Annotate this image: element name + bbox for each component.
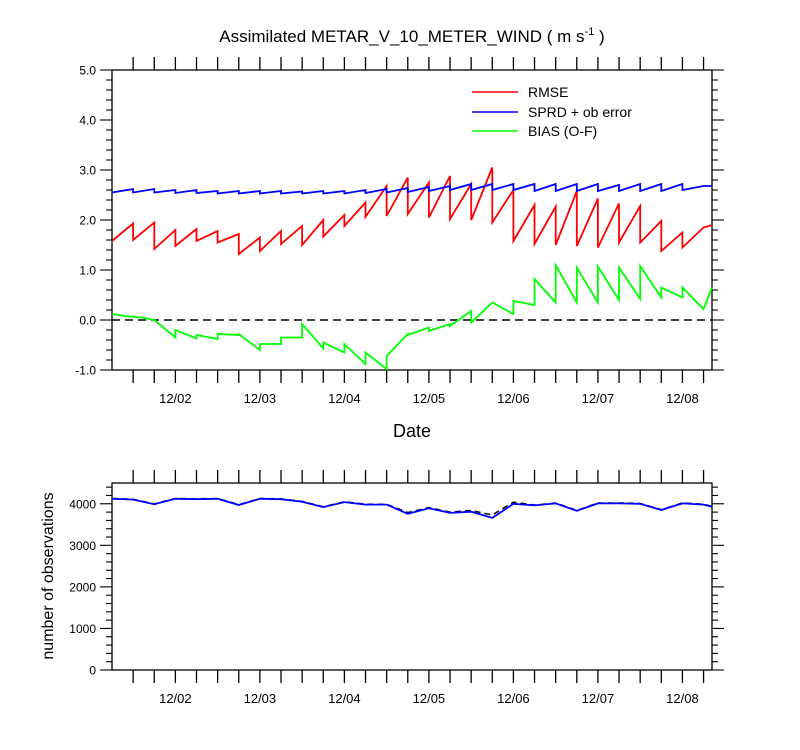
legend-label-sprd: SPRD + ob error	[528, 104, 632, 120]
chart-legend: RMSE SPRD + ob error BIAS (O-F)	[472, 84, 632, 139]
bottom-ytick-label: 2000	[69, 580, 96, 594]
top-xtick-label: 12/05	[413, 391, 446, 406]
bottom-xtick-label: 12/08	[666, 691, 699, 706]
chart-title: Assimilated METAR_V_10_METER_WIND ( m s-…	[219, 26, 604, 46]
top-ytick-label: -1.0	[75, 364, 96, 378]
top-ytick-label: 3.0	[79, 164, 96, 178]
top-series-bias-o-f	[111, 261, 713, 371]
bottom-series-observations-assimilated	[111, 497, 713, 519]
bottom-xtick-label: 12/06	[497, 691, 530, 706]
bottom-xtick-label: 12/02	[159, 691, 192, 706]
top-plot-area: -1.0 0.0 1.0 2.0 3.0 4.0 5.0 12/02 12/03 12/04 12/…	[75, 57, 724, 406]
top-xtick-label: 12/07	[582, 391, 615, 406]
bottom-xtick-label: 12/07	[582, 691, 615, 706]
y-axis-label-observations: number of observations	[40, 492, 57, 659]
top-xtick-label: 12/06	[497, 391, 530, 406]
bottom-frame	[111, 482, 713, 671]
top-ytick-label: 4.0	[79, 114, 96, 128]
bottom-plot-area: 0 1000 2000 3000 4000 12/02 12/03 12/04 12/05 12/…	[69, 470, 724, 706]
top-ytick-label: 2.0	[79, 214, 96, 228]
top-ytick-label: 0.0	[79, 314, 96, 328]
bottom-ytick-label: 4000	[69, 497, 96, 511]
top-ytick-label: 1.0	[79, 264, 96, 278]
bottom-xtick-label: 12/05	[413, 691, 446, 706]
legend-label-rmse: RMSE	[528, 84, 568, 100]
top-xtick-label: 12/08	[666, 391, 699, 406]
bottom-ytick-label: 1000	[69, 622, 96, 636]
bottom-ytick-label: 0	[89, 664, 96, 678]
top-series-sprd-ob-error	[111, 182, 712, 195]
bottom-xtick-label: 12/04	[328, 691, 361, 706]
bottom-xtick-label: 12/03	[244, 691, 277, 706]
top-xtick-label: 12/04	[328, 391, 361, 406]
x-axis-label: Date	[393, 421, 431, 441]
top-ytick-label: 5.0	[79, 64, 96, 78]
legend-label-bias: BIAS (O-F)	[528, 123, 597, 139]
top-xtick-label: 12/03	[244, 391, 277, 406]
bottom-ytick-label: 3000	[69, 539, 96, 553]
top-series-rmse	[111, 167, 713, 256]
top-xtick-label: 12/02	[159, 391, 192, 406]
